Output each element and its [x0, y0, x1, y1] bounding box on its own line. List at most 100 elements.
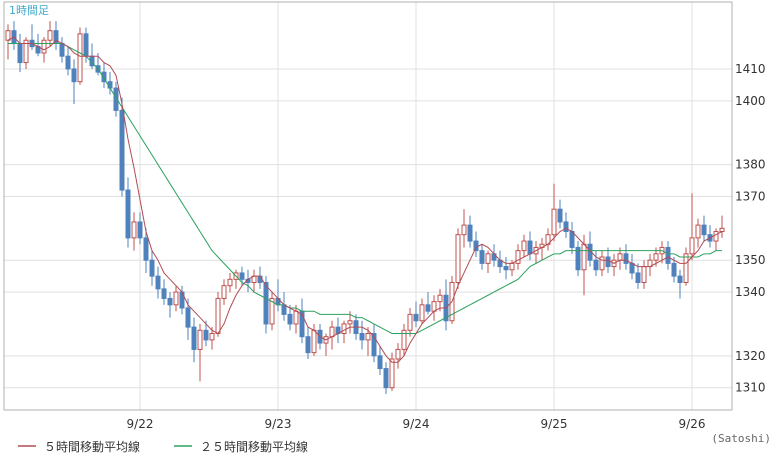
candle-body-down	[629, 262, 635, 274]
candle-body-down	[65, 55, 71, 70]
candle-body-down	[125, 189, 131, 239]
y-tick-label: 1340	[735, 285, 766, 299]
candle-body-down	[593, 259, 599, 271]
candle-body-up	[5, 30, 11, 41]
candle-body-down	[527, 240, 533, 255]
x-axis-ticks: 9/22 9/23 9/24 9/25 9/26	[127, 417, 706, 431]
candle-body-up	[689, 237, 695, 255]
candle-body-down	[191, 326, 197, 350]
candle-body-down	[287, 313, 293, 325]
candle-body-down	[563, 221, 569, 232]
candle-body-up	[719, 227, 725, 232]
candle-body-up	[695, 224, 701, 239]
candle-body-up	[209, 333, 215, 341]
y-tick-label: 1400	[735, 94, 766, 108]
legend-ma25-label: ２５時間移動平均線	[200, 439, 308, 454]
x-tick-label: 9/25	[541, 417, 568, 431]
candle-body-down	[155, 275, 161, 290]
candle-body-down	[473, 240, 479, 252]
candle-body-down	[677, 275, 683, 283]
candle-body-down	[569, 231, 575, 248]
candle-body-down	[143, 237, 149, 261]
candles	[5, 21, 725, 395]
candle-body-down	[377, 355, 383, 370]
y-tick-label: 1350	[735, 253, 766, 267]
candle-body-down	[671, 262, 677, 277]
candle-body-up	[77, 33, 83, 83]
candle-body-down	[479, 250, 485, 264]
candle-body-up	[641, 266, 647, 283]
x-tick-label: 9/22	[127, 417, 154, 431]
candle-body-up	[131, 221, 137, 239]
candle-body-down	[557, 208, 563, 223]
candle-body-up	[293, 310, 299, 325]
candle-body-down	[185, 307, 191, 328]
candle-body-down	[107, 81, 113, 89]
y-tick-label: 1410	[735, 62, 766, 76]
candle-body-down	[503, 266, 509, 271]
candle-body-down	[665, 246, 671, 264]
candle-body-up	[461, 224, 467, 236]
candle-body-up	[221, 285, 227, 299]
candle-body-down	[305, 336, 311, 354]
candle-body-up	[47, 30, 53, 41]
candle-body-up	[437, 294, 443, 303]
candle-body-up	[401, 329, 407, 350]
candle-body-up	[509, 262, 515, 271]
candle-body-up	[683, 253, 689, 283]
candle-body-down	[83, 33, 89, 57]
candle-body-down	[575, 246, 581, 271]
candle-body-up	[713, 231, 719, 242]
candle-body-down	[161, 288, 167, 299]
ma25-line	[8, 42, 722, 334]
candle-body-down	[239, 272, 245, 280]
ma5-line	[7, 36, 723, 363]
legend-ma5-label: ５時間移動平均線	[44, 439, 140, 454]
candle-body-up	[431, 301, 437, 312]
y-axis-ticks: 1310 1320 1340 1350 1370 1380 1400 1410	[735, 62, 766, 395]
candle-body-down	[371, 333, 377, 357]
timeframe-label: 1時間足	[9, 4, 49, 17]
candle-body-up	[41, 39, 47, 54]
legend: ５時間移動平均線 ２５時間移動平均線	[18, 439, 308, 454]
candle-body-down	[623, 253, 629, 264]
candle-body-up	[173, 291, 179, 306]
candle-body-up	[485, 253, 491, 264]
candle-body-up	[341, 323, 347, 334]
candle-body-down	[635, 272, 641, 283]
candle-body-up	[551, 208, 557, 236]
candle-body-up	[515, 250, 521, 264]
candle-body-up	[227, 278, 233, 287]
candle-body-down	[413, 313, 419, 322]
unit-label: (Satoshi)	[711, 432, 771, 445]
candle-body-down	[167, 297, 173, 306]
x-tick-label: 9/23	[265, 417, 292, 431]
candle-body-up	[389, 358, 395, 389]
y-tick-label: 1310	[735, 381, 766, 395]
x-tick-label: 9/24	[403, 417, 430, 431]
candle-body-down	[383, 368, 389, 389]
candle-body-down	[701, 224, 707, 236]
candle-body-up	[599, 256, 605, 271]
candle-body-up	[269, 297, 275, 325]
candle-body-down	[257, 275, 263, 283]
candle-body-up	[617, 253, 623, 261]
y-tick-label: 1370	[735, 189, 766, 203]
candle-body-down	[119, 109, 125, 191]
candle-body-up	[581, 243, 587, 271]
candle-body-up	[395, 348, 401, 360]
y-tick-label: 1380	[735, 158, 766, 172]
plot-frame	[3, 1, 733, 411]
candle-body-down	[149, 259, 155, 277]
candle-body-up	[407, 313, 413, 331]
candle-body-down	[605, 256, 611, 268]
candle-body-up	[521, 240, 527, 252]
candle-body-down	[425, 304, 431, 312]
candle-body-down	[101, 71, 107, 83]
candle-body-down	[359, 333, 365, 341]
x-tick-label: 9/26	[679, 417, 706, 431]
candle-body-up	[311, 329, 317, 354]
candle-body-up	[215, 297, 221, 334]
